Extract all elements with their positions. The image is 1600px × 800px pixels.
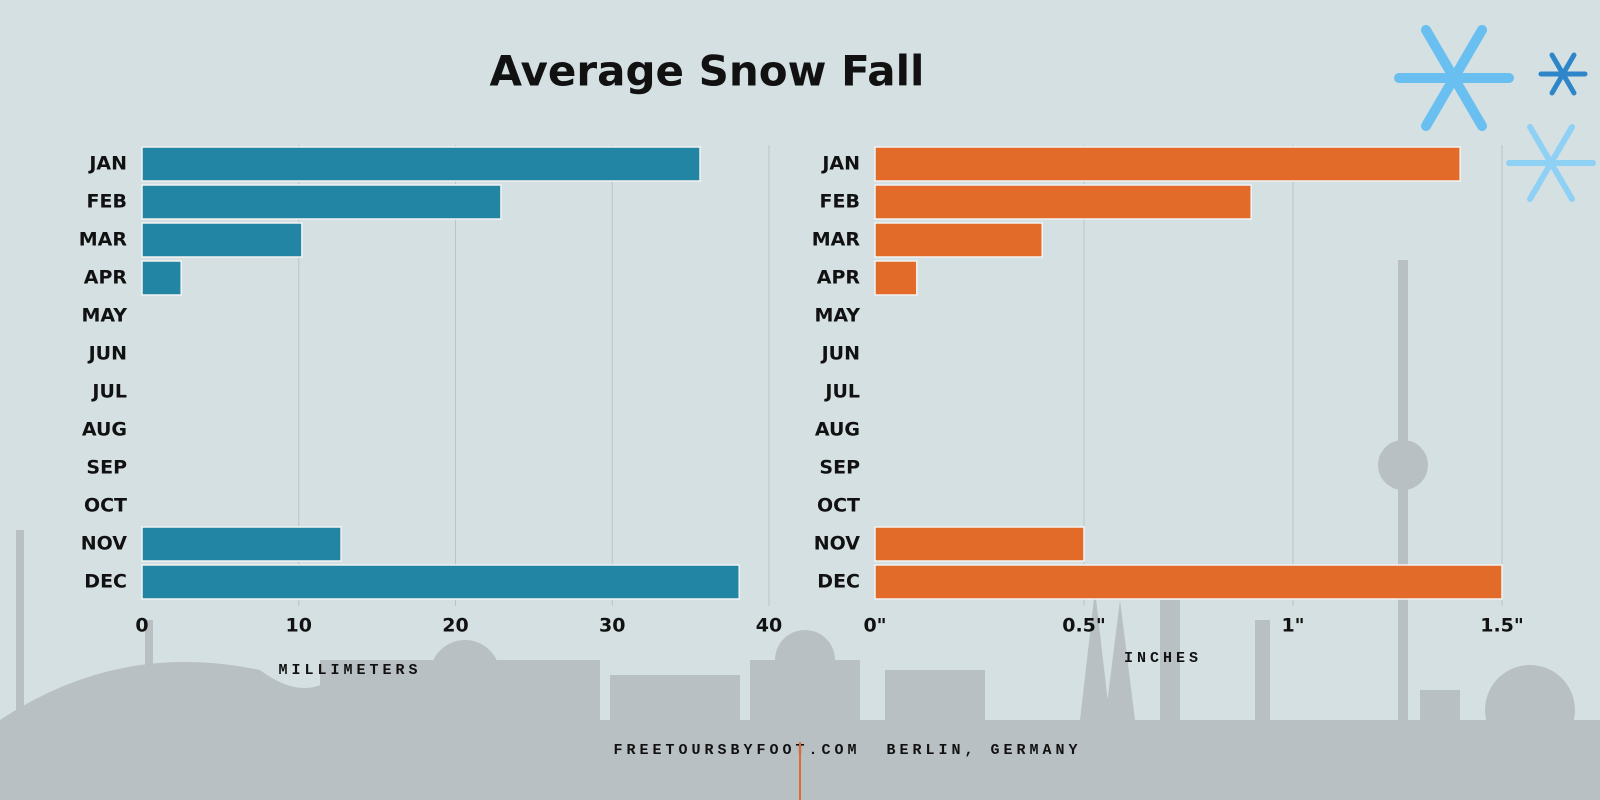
footer-site: FREETOURSBYFOOT.COM xyxy=(613,742,860,759)
snowflakes xyxy=(1394,25,1596,202)
x-tick-label: 1.5" xyxy=(1480,615,1524,637)
y-tick-label: MAY xyxy=(81,305,127,327)
bar xyxy=(141,146,701,182)
y-tick-label: NOV xyxy=(814,533,861,555)
y-tick-label: SEP xyxy=(86,457,127,479)
y-tick-label: JUN xyxy=(87,343,127,365)
bar xyxy=(874,222,1043,258)
y-tick-label: FEB xyxy=(87,191,127,213)
y-tick-label: NOV xyxy=(81,533,128,555)
y-tick-label: AUG xyxy=(815,419,860,441)
x-tick-label: 40 xyxy=(756,615,782,637)
y-tick-label: MAY xyxy=(814,305,860,327)
bar xyxy=(874,526,1085,562)
y-tick-label: DEC xyxy=(817,571,860,593)
y-tick-label: JAN xyxy=(820,153,860,175)
bar xyxy=(874,146,1461,182)
x-tick-label: 0 xyxy=(135,615,148,637)
bar xyxy=(874,564,1503,600)
bar xyxy=(141,526,342,562)
bar xyxy=(141,184,502,220)
x-axis-label: INCHES xyxy=(1124,650,1202,667)
footer-location: BERLIN, GERMANY xyxy=(886,742,1081,759)
y-tick-label: OCT xyxy=(84,495,127,517)
y-tick-label: JUL xyxy=(90,381,127,403)
y-tick-label: APR xyxy=(817,267,861,289)
y-tick-label: JUL xyxy=(823,381,860,403)
x-tick-label: 1" xyxy=(1281,615,1304,637)
y-tick-label: MAR xyxy=(79,229,128,251)
bar xyxy=(141,564,740,600)
y-tick-label: JAN xyxy=(87,153,127,175)
y-tick-label: DEC xyxy=(84,571,127,593)
bar xyxy=(874,184,1252,220)
bar xyxy=(874,260,918,296)
y-tick-label: FEB xyxy=(820,191,860,213)
y-tick-label: OCT xyxy=(817,495,860,517)
x-tick-label: 20 xyxy=(442,615,468,637)
x-tick-label: 30 xyxy=(599,615,625,637)
y-tick-label: MAR xyxy=(812,229,861,251)
bar xyxy=(141,222,303,258)
x-tick-label: 10 xyxy=(286,615,312,637)
y-tick-label: APR xyxy=(84,267,128,289)
x-tick-label: 0.5" xyxy=(1062,615,1106,637)
y-tick-label: JUN xyxy=(820,343,860,365)
title: Average Snow Fall xyxy=(490,47,925,96)
x-axis-label: MILLIMETERS xyxy=(278,662,421,679)
y-tick-label: AUG xyxy=(82,419,127,441)
y-tick-label: SEP xyxy=(819,457,860,479)
bar xyxy=(141,260,182,296)
x-tick-label: 0" xyxy=(863,615,886,637)
